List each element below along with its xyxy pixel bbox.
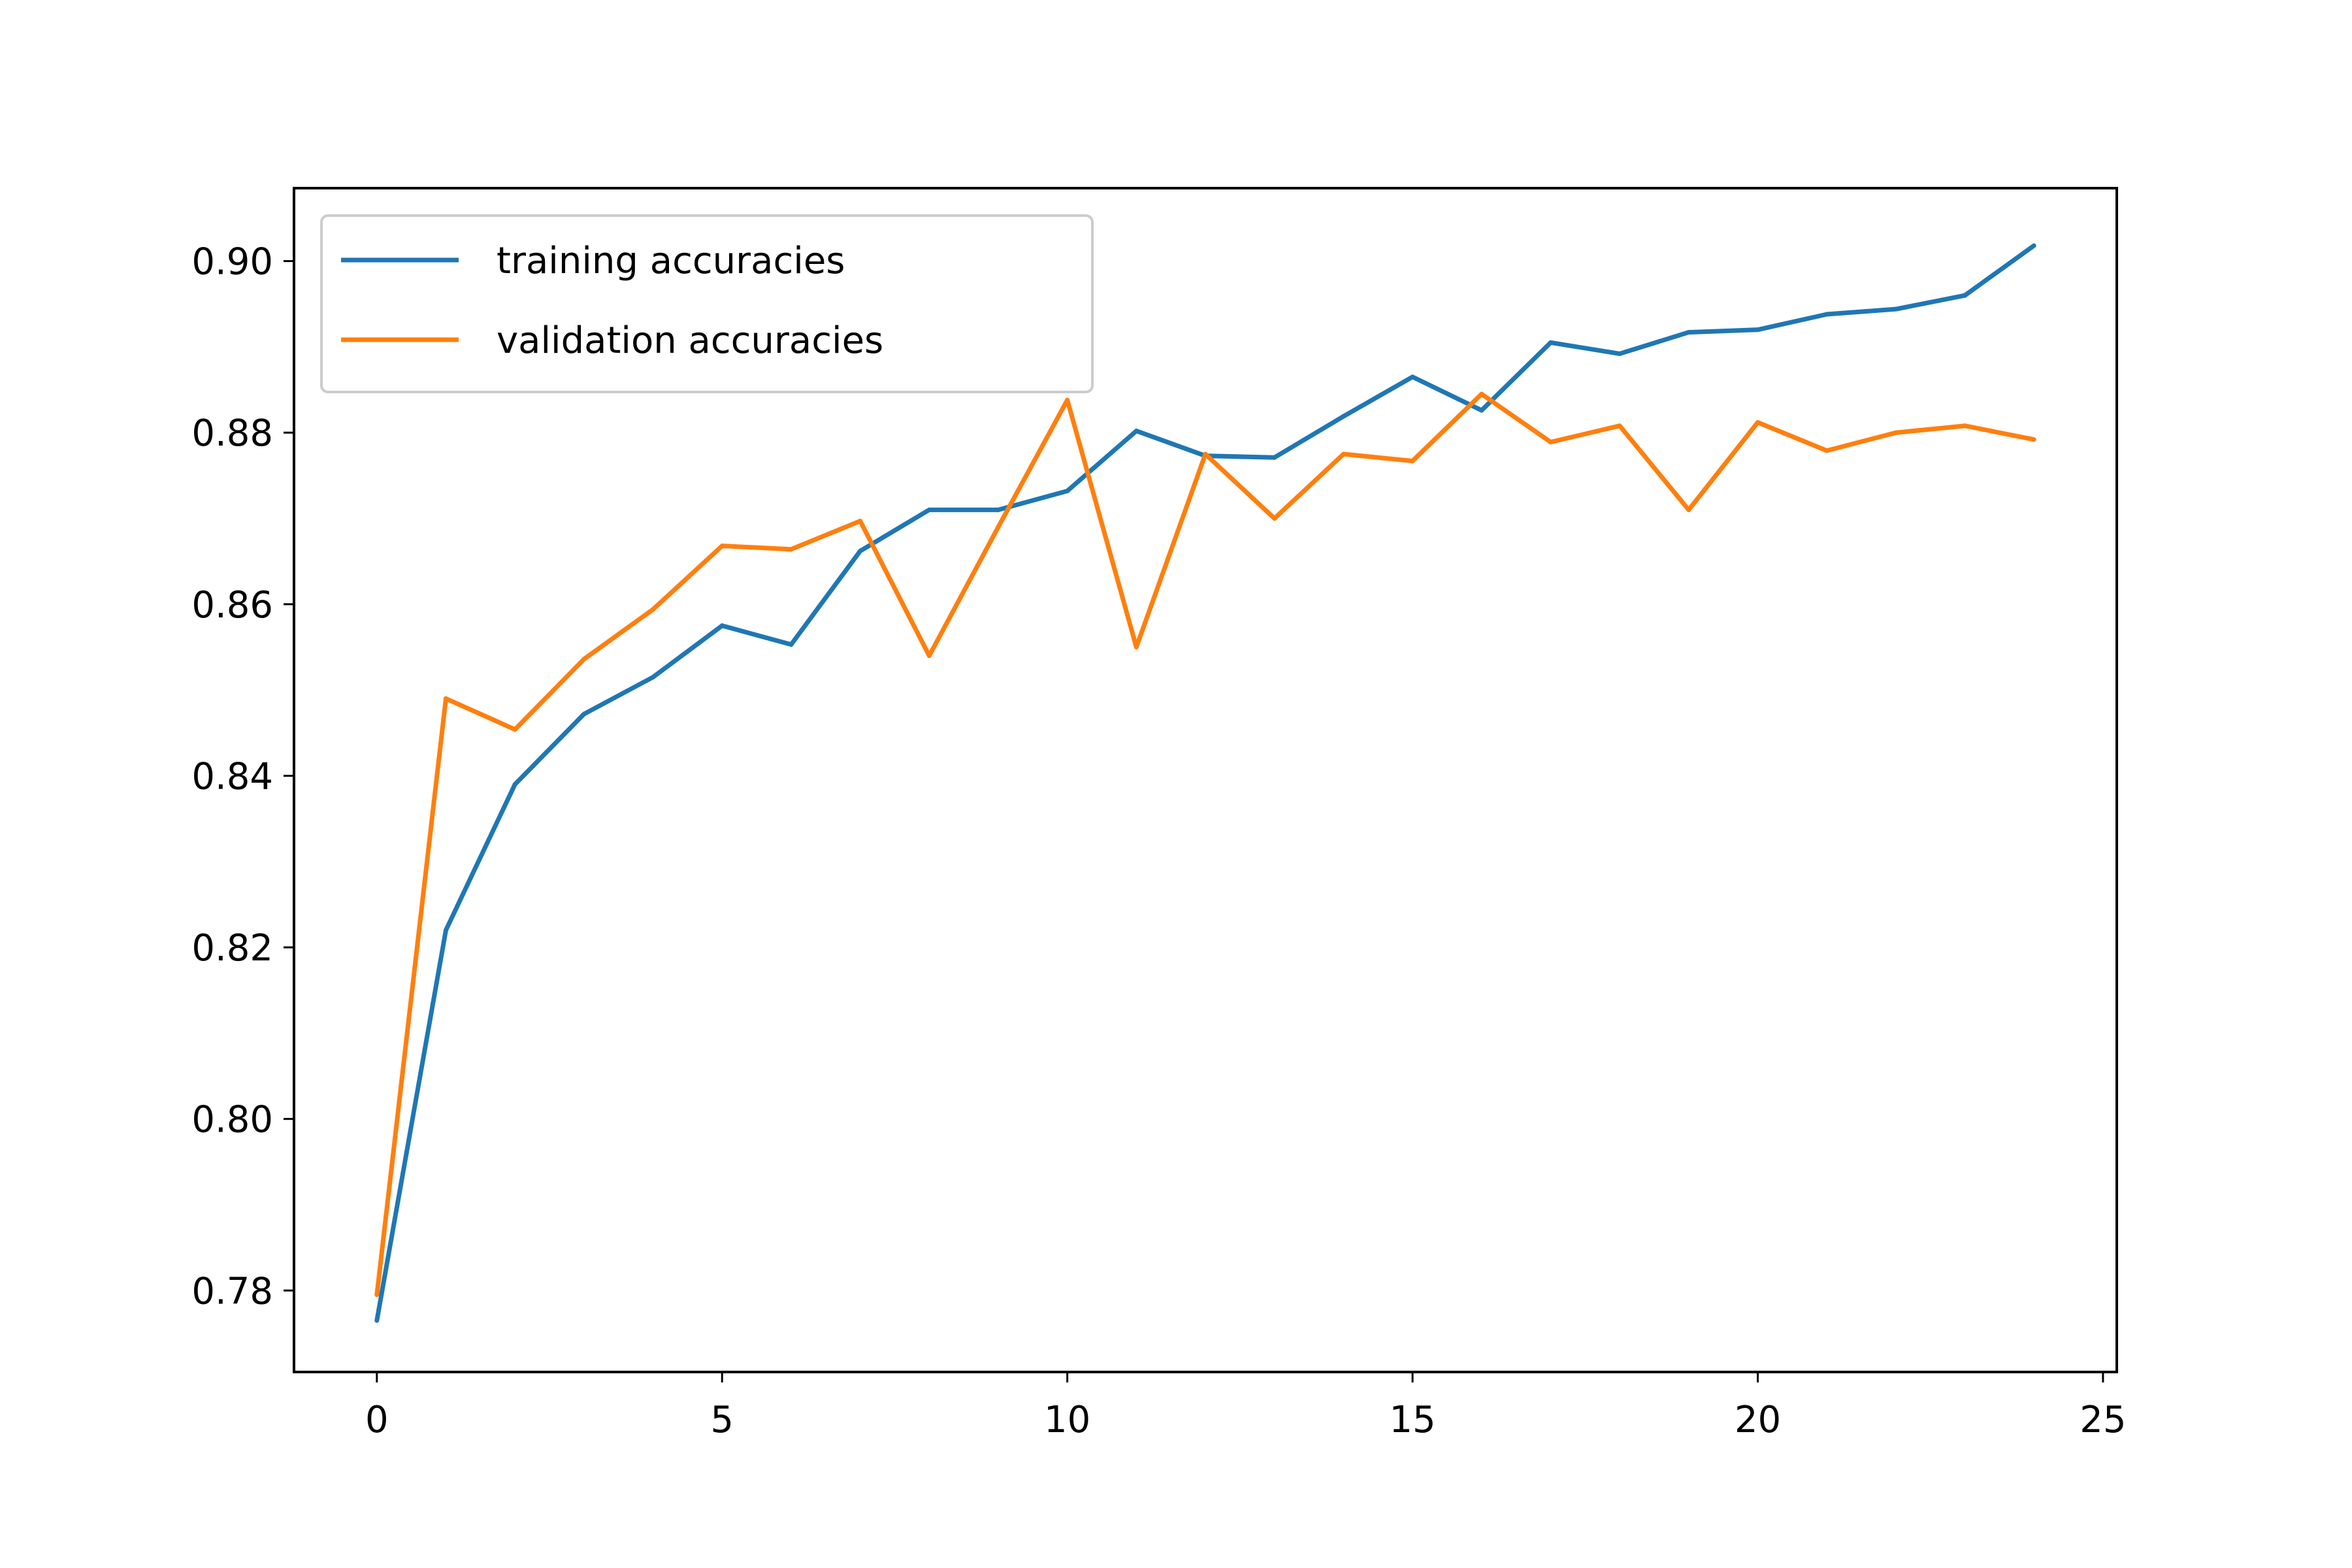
data-point-validation-accuracies [789,547,794,552]
x-tick-label: 5 [710,1399,734,1441]
data-point-validation-accuracies [1686,507,1691,512]
data-point-training-accuracies [444,928,448,933]
data-point-validation-accuracies [1272,516,1277,521]
data-point-training-accuracies [2031,243,2036,248]
data-point-training-accuracies [1686,330,1691,335]
data-point-validation-accuracies [996,525,1001,530]
data-point-training-accuracies [1755,327,1760,333]
legend-label-training-accuracies: training accuracies [497,240,845,282]
data-point-training-accuracies [1548,340,1553,345]
x-axis: 0 5 10 15 20 25 [365,1372,2126,1441]
y-tick-label: 0.78 [191,1270,273,1313]
data-point-validation-accuracies [1617,423,1622,429]
y-tick-label: 0.82 [191,927,273,970]
data-point-training-accuracies [651,674,656,679]
data-point-training-accuracies [1824,312,1829,317]
data-point-validation-accuracies [1410,459,1415,464]
series-layer [374,243,2036,1323]
y-axis: 0.78 0.80 0.82 0.84 0.86 0.88 0.90 [191,241,294,1313]
x-tick-label: 20 [1735,1399,1781,1441]
data-point-training-accuracies [581,711,587,717]
data-point-validation-accuracies [858,518,863,523]
plot-frame [293,187,2118,1373]
y-tick-label: 0.80 [191,1099,273,1141]
data-point-validation-accuracies [926,653,932,659]
data-point-training-accuracies [719,623,725,629]
data-point-training-accuracies [996,507,1001,512]
data-point-training-accuracies [1065,489,1070,494]
data-point-validation-accuracies [1134,644,1139,649]
data-point-training-accuracies [858,548,863,553]
data-point-validation-accuracies [374,1292,380,1298]
data-point-validation-accuracies [1065,397,1070,402]
data-point-validation-accuracies [719,544,725,549]
data-point-validation-accuracies [1963,423,1967,429]
y-tick-label: 0.90 [191,241,273,284]
data-point-validation-accuracies [1824,448,1829,453]
data-point-training-accuracies [1410,374,1415,380]
data-point-validation-accuracies [581,657,587,662]
x-tick-label: 10 [1044,1399,1090,1441]
data-point-validation-accuracies [1893,430,1899,435]
data-point-validation-accuracies [1479,391,1484,397]
data-point-training-accuracies [1617,351,1622,356]
y-tick-label: 0.88 [191,412,273,455]
data-point-training-accuracies [1341,414,1346,419]
data-point-training-accuracies [512,782,517,787]
data-point-training-accuracies [926,507,932,512]
data-point-training-accuracies [1479,408,1484,413]
data-point-validation-accuracies [1755,419,1760,425]
data-point-training-accuracies [1893,306,1899,312]
y-tick-label: 0.84 [191,755,273,798]
data-point-training-accuracies [374,1318,380,1323]
data-point-training-accuracies [789,642,794,647]
data-point-validation-accuracies [651,607,656,612]
data-point-validation-accuracies [444,696,448,701]
data-point-validation-accuracies [512,727,517,732]
data-point-training-accuracies [1134,429,1139,434]
data-point-validation-accuracies [1203,451,1208,457]
data-point-training-accuracies [1963,293,1967,298]
data-point-validation-accuracies [2031,437,2036,442]
series-points-validation-accuracies [374,391,2036,1298]
legend-box [320,214,1094,393]
data-point-validation-accuracies [1341,451,1346,457]
x-tick-label: 0 [365,1399,389,1441]
legend: training accuracies validation accuracie… [320,214,1094,393]
data-point-training-accuracies [1272,455,1277,460]
x-tick-label: 15 [1389,1399,1435,1441]
legend-label-validation-accuracies: validation accuracies [497,319,883,362]
data-point-validation-accuracies [1548,440,1553,445]
x-tick-label: 25 [2080,1399,2126,1441]
y-tick-label: 0.86 [191,584,273,627]
